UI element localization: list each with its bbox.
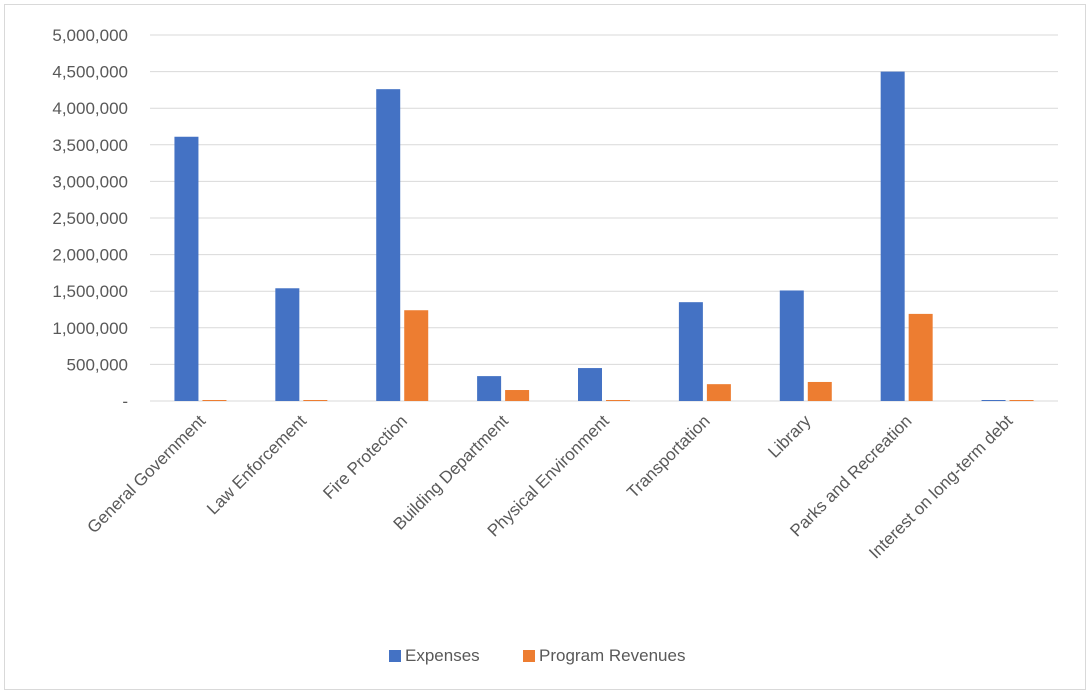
bars	[174, 71, 1034, 402]
x-category-label: Transportation	[623, 411, 713, 501]
y-tick-label: -	[122, 392, 128, 411]
bar-expenses-2	[376, 89, 401, 401]
y-tick-label: 1,500,000	[52, 282, 128, 301]
bar-program-revenues-3	[505, 390, 530, 401]
legend: Expenses Program Revenues	[389, 646, 685, 665]
bar-program-revenues-1	[303, 400, 328, 401]
legend-label: Expenses	[405, 646, 480, 665]
bar-expenses-0	[174, 136, 199, 402]
y-tick-label: 2,000,000	[52, 246, 128, 265]
bar-program-revenues-5	[706, 384, 731, 401]
x-category-label: General Government	[84, 411, 210, 537]
bar-expenses-4	[578, 368, 602, 401]
bar-program-revenues-0	[202, 400, 227, 401]
legend-swatch-expenses	[389, 650, 401, 662]
legend-label: Program Revenues	[539, 646, 685, 665]
gridlines	[150, 34, 1058, 402]
y-axis-tick-labels: - 500,000 1,000,000 1,500,000 2,000,000 2,500…	[52, 26, 128, 411]
x-category-label: Building Department	[390, 411, 513, 534]
bar-program-revenues-2	[404, 310, 429, 401]
bar-program-revenues-7	[908, 313, 933, 401]
y-tick-label: 4,500,000	[52, 63, 128, 82]
y-tick-label: 4,000,000	[52, 99, 128, 118]
y-tick-label: 500,000	[67, 355, 128, 374]
y-tick-label: 1,000,000	[52, 319, 128, 338]
legend-swatch-program-revenues	[523, 650, 535, 662]
bar-expenses-7	[880, 71, 905, 401]
x-category-label: Fire Protection	[319, 411, 411, 503]
y-tick-label: 5,000,000	[52, 26, 128, 45]
bar-program-revenues-8	[1009, 400, 1034, 401]
bar-expenses-5	[678, 302, 703, 401]
bar-expenses-8	[981, 400, 1006, 401]
y-tick-label: 3,500,000	[52, 136, 128, 155]
bar-expenses-6	[779, 290, 804, 401]
x-category-label: Law Enforcement	[203, 411, 310, 518]
bar-expenses-3	[477, 376, 502, 401]
bar-expenses-1	[275, 288, 300, 401]
bar-program-revenues-6	[807, 381, 832, 401]
bar-program-revenues-4	[606, 400, 630, 401]
y-tick-label: 3,000,000	[52, 172, 128, 191]
y-tick-label: 2,500,000	[52, 209, 128, 228]
x-category-label: Library	[764, 411, 815, 462]
